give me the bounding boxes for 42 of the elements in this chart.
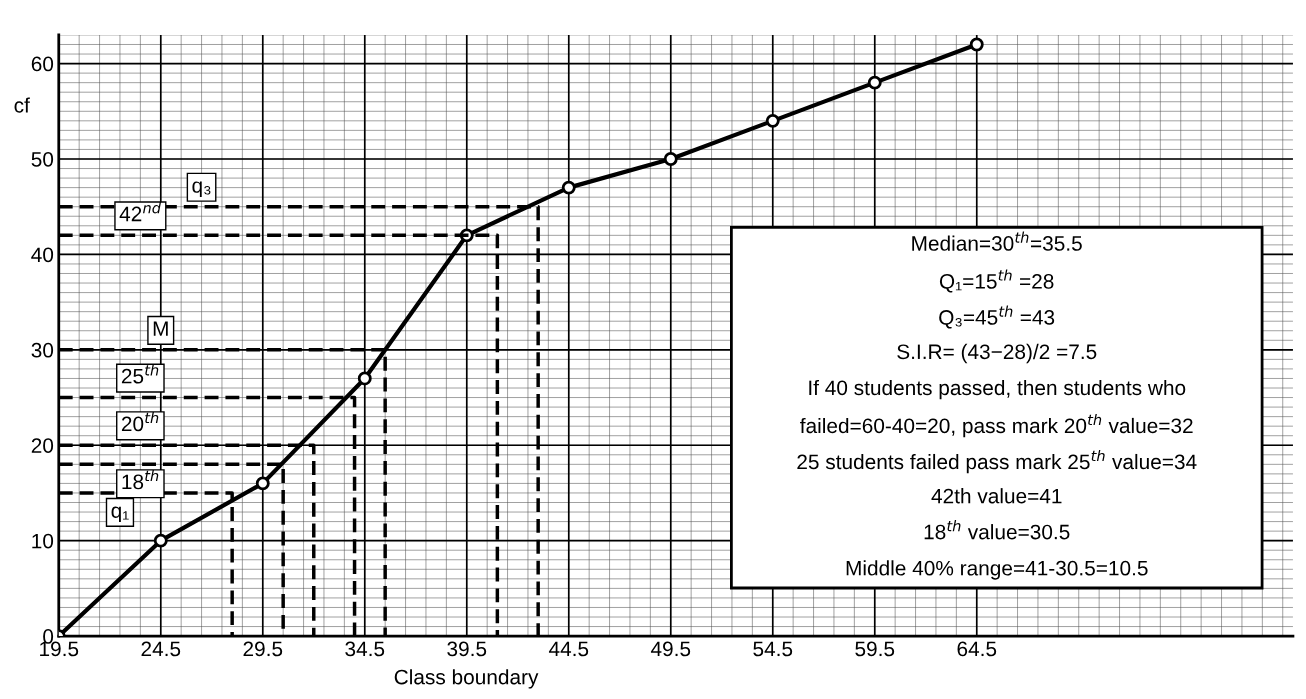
annotation: 18$^{th}$ value=30.5: [924, 520, 1070, 540]
x-tick-label: 54.5: [753, 641, 793, 657]
x-tick-label: 29.5: [243, 641, 283, 657]
annotation: q₃: [192, 181, 211, 197]
annotation: 25$^{th}$: [121, 364, 159, 384]
point: [969, 37, 984, 52]
y-axis-title: cf: [14, 97, 30, 113]
x-axis-title: Class boundary: [394, 669, 539, 689]
y-tick-label: 20: [31, 438, 54, 454]
x-tick-label: 34.5: [345, 641, 385, 657]
point: [867, 75, 882, 90]
annotation: q₁: [111, 506, 129, 523]
x-tick-label: 59.5: [855, 641, 895, 657]
x-tick-label: 49.5: [650, 641, 691, 657]
point: [765, 113, 780, 128]
annotation: Median=30$^{th}$=35.5: [912, 231, 1082, 251]
point: [153, 533, 168, 548]
annotation: M: [153, 321, 168, 336]
annotation: 18$^{th}$: [122, 470, 159, 490]
annotation: 42th value=41: [931, 488, 1062, 504]
annotation: 25 students failed pass mark 25$^{th}$ value=34: [797, 449, 1197, 474]
x-tick-label: 39.5: [447, 641, 487, 657]
y-tick-label: 10: [32, 533, 54, 549]
point: [357, 371, 372, 386]
annotation: Q₁=15$^{th}$ =28: [939, 269, 1054, 293]
y-tick-label: 30: [31, 342, 54, 358]
annotation: Q₃=45$^{th}$ =43: [939, 305, 1055, 329]
annotation: If 40 students passed, then students who: [809, 379, 1186, 400]
annotation: 20$^{th}$: [121, 412, 159, 432]
y-tick-label: 50: [31, 152, 54, 167]
x-tick-label: 64.5: [957, 641, 997, 657]
x-tick-label: 24.5: [141, 641, 181, 657]
point: [561, 180, 576, 195]
point: [663, 152, 678, 166]
annotation: Middle 40% range=41-30.5=10.5: [846, 560, 1148, 580]
x-tick-label: 44.5: [548, 641, 589, 657]
annotation: failed=60-40=20, pass mark 20$^{th}$ value=32: [800, 413, 1193, 438]
annotation: 42$^{nd}$: [119, 202, 162, 222]
y-tick-label: 60: [31, 56, 54, 72]
y-tick-label: 40: [31, 247, 54, 263]
annotation: S.I.R= (43−28)/2 =7.5: [897, 343, 1097, 364]
point: [255, 476, 270, 491]
